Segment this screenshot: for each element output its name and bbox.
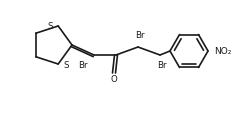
Text: Br: Br [135,31,145,40]
Text: O: O [111,75,117,83]
Text: S: S [48,23,53,31]
Text: Br: Br [157,62,167,70]
Text: S: S [63,61,69,70]
Text: NO₂: NO₂ [214,46,231,55]
Text: Br: Br [78,62,88,70]
